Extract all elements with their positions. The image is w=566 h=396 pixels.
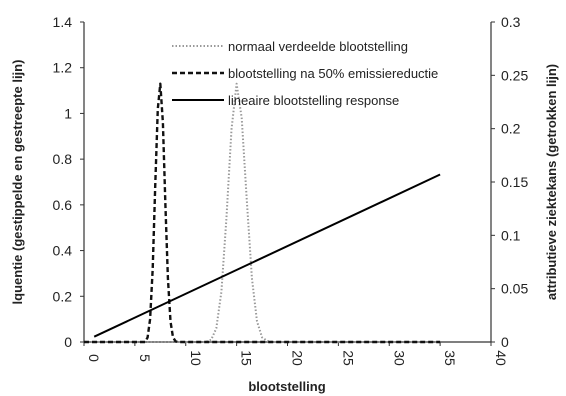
series-line-2	[93, 173, 441, 338]
x-tick-label: 15	[239, 350, 255, 366]
left-y-tick-label: 0	[64, 334, 72, 350]
x-axis-title: blootstelling	[248, 379, 325, 394]
left-y-tick-label: 1.4	[53, 14, 73, 30]
left-y-axis-ticks: 0 0.2 0.4 0.6 0.8 1 1.2 1.4	[53, 14, 84, 350]
x-tick-label: 35	[442, 350, 458, 366]
x-tick-label: 0	[86, 354, 102, 362]
right-y-tick-label: 0.1	[501, 227, 521, 243]
right-y-axis-title: attributieve ziektekans (getrokken lijn)	[544, 64, 559, 300]
legend: normaal verdeelde blootstelling blootste…	[172, 39, 438, 108]
legend-label-emissiereductie: blootstelling na 50% emissiereductie	[228, 66, 438, 81]
x-axis-ticks: 0 5 10 15 20 25 30 35 40	[83, 342, 509, 366]
left-y-tick-label: 0.6	[53, 197, 73, 213]
right-y-tick-label: 0.05	[501, 281, 528, 297]
x-tick-label: 40	[493, 350, 509, 366]
right-y-tick-label: 0.25	[501, 67, 528, 83]
left-y-tick-label: 0.2	[53, 288, 73, 304]
x-tick-label: 5	[137, 354, 153, 362]
series-layer	[84, 82, 441, 344]
series-line-1	[84, 82, 441, 344]
right-y-tick-label: 0.3	[501, 14, 521, 30]
left-y-axis-title: lquentie (gestippelde en gestreepte lijn…	[10, 60, 25, 305]
x-tick-label: 30	[391, 350, 407, 366]
right-y-tick-label: 0.2	[501, 121, 521, 137]
series-line-0	[84, 82, 441, 343]
left-y-tick-label: 0.8	[53, 151, 73, 167]
right-y-axis-ticks: 0 0.05 0.1 0.15 0.2 0.25 0.3	[491, 14, 528, 350]
right-y-tick-label: 0	[501, 334, 509, 350]
x-tick-label: 25	[340, 350, 356, 366]
legend-label-normaal: normaal verdeelde blootstelling	[228, 39, 408, 54]
left-y-tick-label: 1.2	[53, 60, 73, 76]
legend-label-lineair: lineaire blootstelling response	[228, 93, 399, 108]
left-y-tick-label: 1	[64, 105, 72, 121]
x-tick-label: 20	[290, 350, 306, 366]
right-y-tick-label: 0.15	[501, 174, 528, 190]
x-tick-label: 10	[188, 350, 204, 366]
left-y-tick-label: 0.4	[53, 243, 73, 259]
